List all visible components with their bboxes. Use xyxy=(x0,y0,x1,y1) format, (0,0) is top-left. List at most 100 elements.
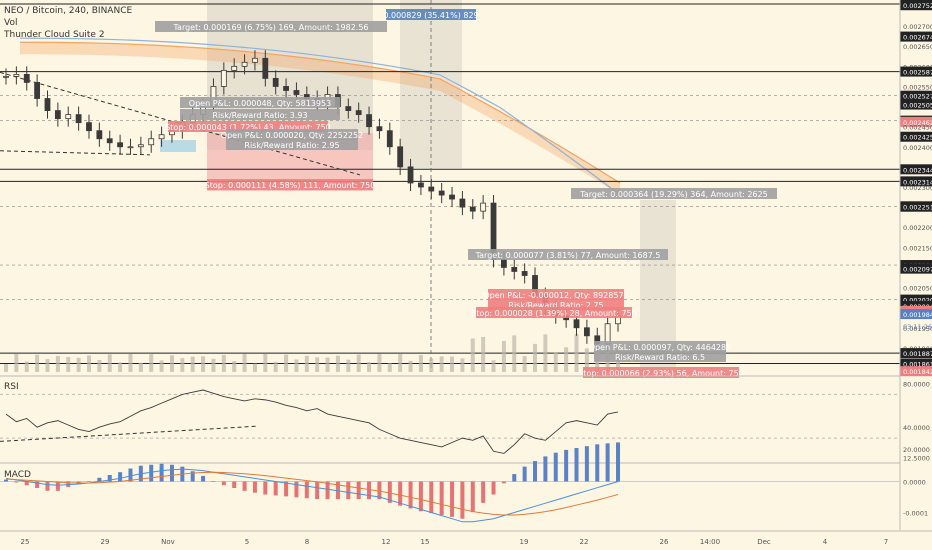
candle[interactable] xyxy=(158,134,165,140)
candle[interactable] xyxy=(459,198,466,208)
candle[interactable] xyxy=(407,166,414,184)
cloud-indicator-label[interactable]: Thunder Cloud Suite 2 xyxy=(3,30,105,40)
volume-bar xyxy=(584,348,589,372)
annotation-box-ratio[interactable] xyxy=(226,139,358,150)
candle[interactable] xyxy=(418,182,424,188)
candle[interactable] xyxy=(397,146,404,168)
time-tick: 19 xyxy=(520,538,529,546)
candle[interactable] xyxy=(96,130,103,140)
macd-histogram-bar xyxy=(35,481,40,489)
price-tick: 0.002300 xyxy=(903,184,932,192)
trade-annotations[interactable]: Target: 0.000169 (6.75%) 169, Amount: 19… xyxy=(155,9,777,378)
time-axis[interactable]: 25 29 Nov 5 8 12 15 19 22 26 14:00 Dec 4 7 xyxy=(0,530,932,546)
annotation-box-position[interactable] xyxy=(180,97,340,108)
candle[interactable] xyxy=(469,206,476,212)
candle[interactable] xyxy=(54,110,61,120)
volume-indicator-label[interactable]: Vol xyxy=(4,18,17,28)
candle[interactable] xyxy=(604,323,611,345)
candle[interactable] xyxy=(86,122,92,132)
candle[interactable] xyxy=(573,319,580,329)
candle[interactable] xyxy=(75,114,82,124)
rsi-label[interactable]: RSI xyxy=(4,382,19,392)
annotation-box-stop[interactable] xyxy=(168,121,328,132)
candle[interactable] xyxy=(583,327,590,337)
macd-histogram-bar xyxy=(574,448,579,482)
signal-line[interactable] xyxy=(5,471,619,516)
price-tick: 0.002150 xyxy=(903,244,932,252)
candle[interactable] xyxy=(106,138,113,144)
macd-histogram-bar xyxy=(533,461,538,482)
annotation-box-stop[interactable] xyxy=(583,367,739,378)
price-tick: 0.001842 xyxy=(903,368,932,376)
annotation-box-position[interactable] xyxy=(594,341,726,352)
candle[interactable] xyxy=(241,61,248,67)
candle[interactable] xyxy=(117,142,124,148)
annotation-box-ratio[interactable] xyxy=(180,109,340,120)
macd-histogram-bar xyxy=(242,481,247,491)
candle[interactable] xyxy=(148,138,155,146)
macd-line[interactable] xyxy=(5,468,619,523)
annotation-box-target[interactable] xyxy=(571,188,777,199)
candle[interactable] xyxy=(13,73,20,77)
candle[interactable] xyxy=(23,73,30,83)
entry-zone[interactable] xyxy=(160,140,196,152)
annotation-box-ratio[interactable] xyxy=(594,351,726,362)
candle[interactable] xyxy=(65,114,72,120)
candle[interactable] xyxy=(386,130,393,148)
annotation-box-stop[interactable] xyxy=(488,289,624,300)
volume-bar xyxy=(356,354,361,372)
rsi-trendline[interactable] xyxy=(0,425,259,442)
candle[interactable] xyxy=(44,98,51,111)
candle[interactable] xyxy=(355,110,362,116)
candle[interactable] xyxy=(272,78,279,87)
annotation-box-stop[interactable] xyxy=(476,307,632,318)
macd-histogram-bar xyxy=(86,481,91,482)
annotation-box-stop[interactable] xyxy=(488,299,624,310)
candle[interactable] xyxy=(220,69,227,87)
price-axis[interactable]: 0.0027550.0027520.0027000.0026740.002650… xyxy=(900,0,932,377)
candle[interactable] xyxy=(480,202,487,212)
candle[interactable] xyxy=(252,57,258,63)
candle[interactable] xyxy=(521,271,528,276)
candle[interactable] xyxy=(376,126,383,132)
annotation-target: Target: 0.000364 (19.29%) 364, Amount: 2… xyxy=(579,190,767,199)
candle[interactable] xyxy=(127,146,134,149)
volume-bar xyxy=(86,355,91,372)
volume-bar xyxy=(304,355,309,372)
candle[interactable] xyxy=(428,186,435,192)
annotation-box-stop[interactable] xyxy=(207,179,373,190)
volume-bar xyxy=(294,359,299,372)
annotation-box-target[interactable] xyxy=(468,249,668,260)
macd-histogram-bar xyxy=(304,481,309,499)
price-label-box xyxy=(900,201,932,212)
candle[interactable] xyxy=(283,86,289,91)
macd-histogram-bar xyxy=(356,481,361,500)
annotation-box-target[interactable] xyxy=(155,21,387,32)
macd-histogram-bar xyxy=(367,481,372,500)
rsi-tick: 40.0000 xyxy=(903,424,930,432)
candle[interactable] xyxy=(34,82,41,99)
price-label-box xyxy=(900,263,932,274)
candle[interactable] xyxy=(345,106,352,111)
candle[interactable] xyxy=(500,258,507,268)
volume-bar xyxy=(45,359,50,372)
candle[interactable] xyxy=(511,267,518,272)
trendline-upper[interactable] xyxy=(0,71,361,176)
candle[interactable] xyxy=(262,57,269,79)
candle[interactable] xyxy=(438,190,445,196)
macd-label[interactable]: MACD xyxy=(4,470,31,480)
candle[interactable] xyxy=(137,144,144,148)
price-tick: 0.002550 xyxy=(903,83,932,91)
candle[interactable] xyxy=(3,76,9,78)
volume-bar xyxy=(522,356,527,372)
annotation-box-position[interactable] xyxy=(226,129,358,140)
annotation-box-current[interactable] xyxy=(386,9,476,20)
candle[interactable] xyxy=(231,65,238,71)
rsi-line[interactable] xyxy=(5,389,619,454)
candle[interactable] xyxy=(293,90,300,95)
candle[interactable] xyxy=(449,194,455,200)
volume-bar xyxy=(574,334,579,372)
candle[interactable] xyxy=(366,114,372,128)
